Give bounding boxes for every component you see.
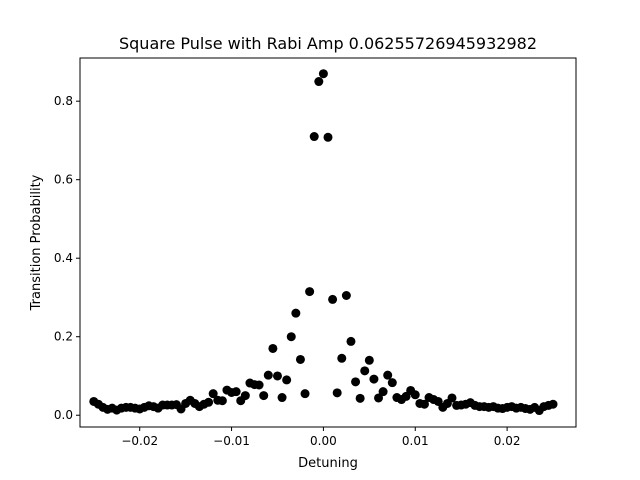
data-point <box>410 390 420 400</box>
x-tick-label: −0.02 <box>121 434 158 448</box>
data-point <box>328 294 338 304</box>
data-point <box>268 343 278 353</box>
data-point <box>286 332 296 342</box>
data-point <box>254 380 264 390</box>
data-point <box>346 336 356 346</box>
data-point <box>305 287 315 297</box>
data-point <box>387 378 397 388</box>
data-point <box>419 399 429 409</box>
data-point <box>360 366 370 376</box>
data-point <box>204 397 214 407</box>
y-tick-label: 0.8 <box>54 94 73 108</box>
data-point <box>295 354 305 364</box>
data-point <box>314 77 324 87</box>
x-axis: −0.02 −0.01 0.00 0.01 0.02 <box>121 427 520 448</box>
data-point <box>309 132 319 142</box>
data-point <box>447 393 457 403</box>
plot-frame <box>79 57 577 428</box>
data-point <box>548 399 558 409</box>
data-point <box>282 375 292 385</box>
y-tick-label: 0.6 <box>54 173 73 187</box>
data-point <box>277 393 287 403</box>
data-point <box>217 396 227 406</box>
data-point <box>383 370 393 380</box>
data-point <box>259 391 269 401</box>
y-axis-label: Transition Probability <box>29 174 44 311</box>
y-tick-label: 0.0 <box>54 408 73 422</box>
data-point <box>364 355 374 365</box>
data-point <box>332 388 342 398</box>
data-point <box>369 374 379 384</box>
data-point <box>355 393 365 403</box>
data-point <box>231 387 241 397</box>
data-point <box>300 389 310 399</box>
x-tick-label: 0.01 <box>402 434 429 448</box>
y-tick-label: 0.2 <box>54 330 73 344</box>
data-point <box>374 393 384 403</box>
data-point <box>208 389 218 399</box>
chart-title: Square Pulse with Rabi Amp 0.06255726945… <box>119 34 537 53</box>
x-tick-label: 0.00 <box>310 434 337 448</box>
y-axis: 0.0 0.2 0.4 0.6 0.8 <box>54 94 80 422</box>
data-points <box>89 69 558 416</box>
data-point <box>337 353 347 363</box>
data-point <box>263 370 273 380</box>
data-point <box>351 377 361 387</box>
data-point <box>272 371 282 381</box>
data-point <box>341 290 351 300</box>
data-point <box>318 69 328 79</box>
x-axis-label: Detuning <box>298 456 358 471</box>
y-tick-label: 0.4 <box>54 251 73 265</box>
x-tick-label: −0.01 <box>213 434 250 448</box>
data-point <box>240 391 250 401</box>
data-point <box>323 132 333 142</box>
data-point <box>291 308 301 318</box>
data-point <box>378 387 388 397</box>
x-tick-label: 0.02 <box>494 434 521 448</box>
